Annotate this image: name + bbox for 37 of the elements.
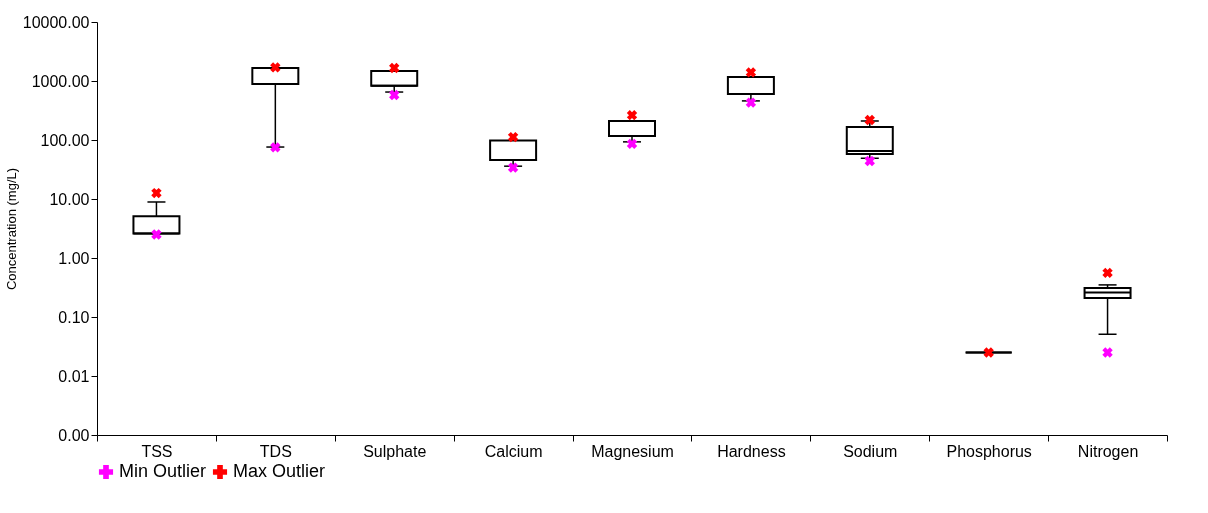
y-tick-label: 0.10 xyxy=(58,308,90,326)
point xyxy=(745,67,757,78)
x-tick-label: Sulphate xyxy=(363,442,427,460)
x-tick-label: Nitrogen xyxy=(1077,442,1139,460)
point xyxy=(270,142,281,153)
point xyxy=(1102,267,1113,279)
y-tick-label: 0.01 xyxy=(58,367,90,385)
y-tick-label: 10.00 xyxy=(49,190,90,208)
point xyxy=(626,109,638,121)
x-tick-label: TDS xyxy=(259,442,292,460)
point xyxy=(745,97,757,108)
x-tick-label: Sodium xyxy=(843,442,898,460)
x-tick-label: Phosphorus xyxy=(946,442,1032,460)
point xyxy=(864,114,875,126)
x-tick-label: TSS xyxy=(141,442,173,460)
point xyxy=(389,89,400,101)
point xyxy=(151,229,162,240)
point xyxy=(151,187,162,199)
point xyxy=(626,138,638,150)
y-tick-label: 10000.00 xyxy=(22,13,90,31)
point xyxy=(507,131,519,143)
x-tick-label: Calcium xyxy=(484,442,543,460)
point xyxy=(389,62,400,74)
y-tick-label: 100.00 xyxy=(40,131,90,149)
x-tick-label: Magnesium xyxy=(591,442,674,460)
y-tick-label: 1.00 xyxy=(58,249,90,267)
y-tick-label: 0.00 xyxy=(58,426,90,444)
point xyxy=(983,347,994,358)
legend-label: Max Outlier xyxy=(233,461,326,481)
point xyxy=(864,155,875,167)
point xyxy=(1102,347,1113,358)
point xyxy=(507,162,519,173)
y-axis-title: Concentration (mg/L) xyxy=(3,167,19,291)
point xyxy=(270,62,281,73)
x-tick-label: Hardness xyxy=(717,442,786,460)
legend-label: Min Outlier xyxy=(119,461,207,481)
y-tick-label: 1000.00 xyxy=(31,72,90,90)
